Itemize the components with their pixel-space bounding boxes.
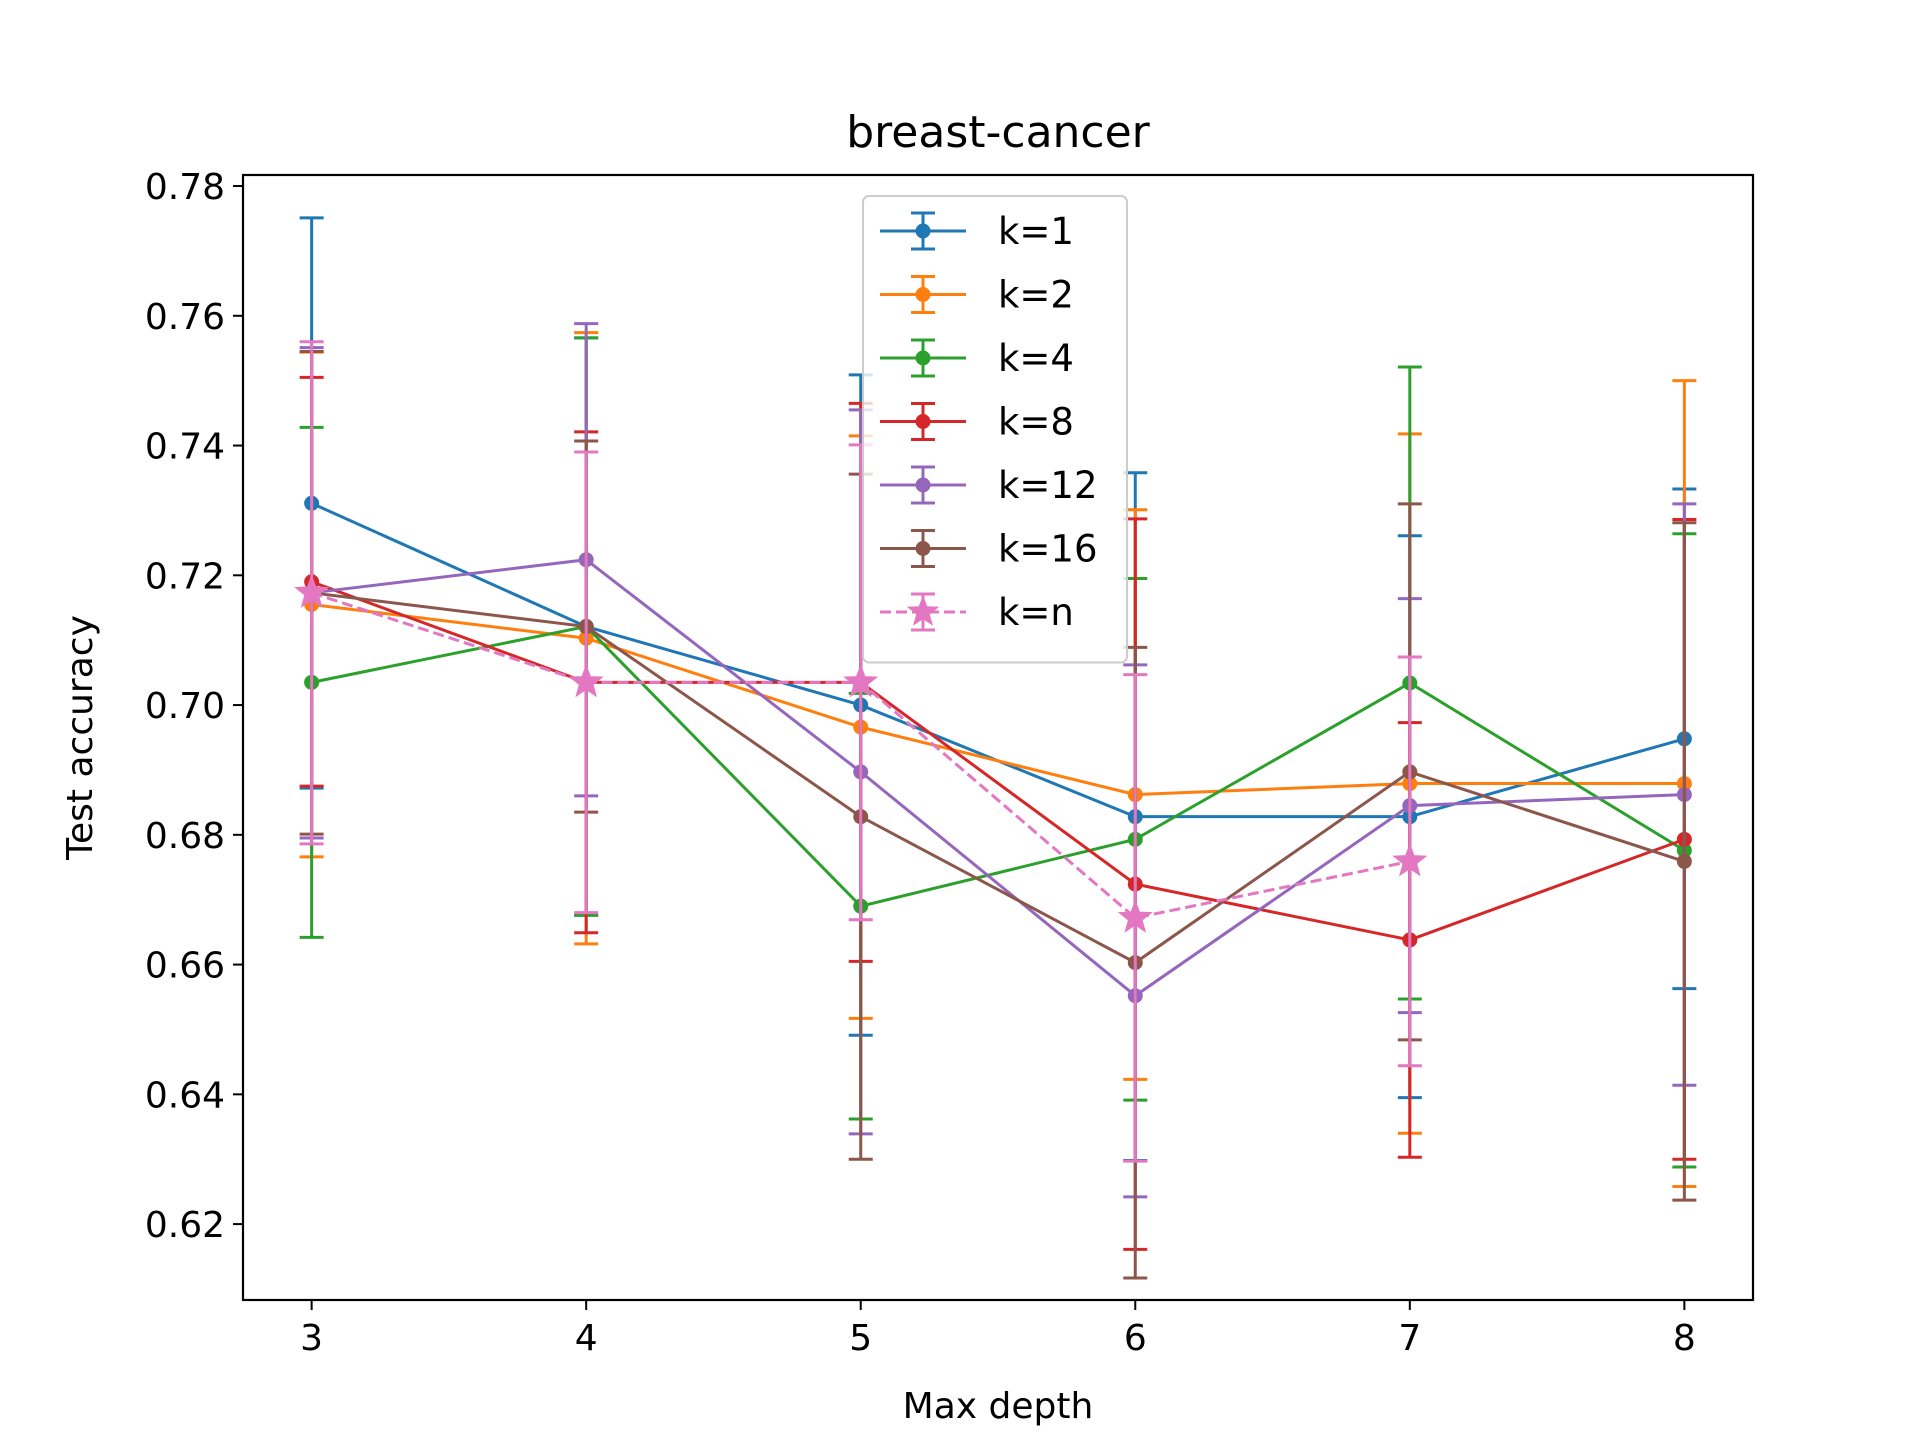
legend-label: k=2 [998, 274, 1074, 317]
series-line [311, 603, 1685, 797]
y-tick-label: 0.74 [145, 427, 225, 468]
legend-marker [915, 223, 931, 239]
data-point [843, 663, 879, 698]
x-tick-label: 6 [1124, 1318, 1147, 1359]
x-tick-label: 7 [1398, 1318, 1421, 1359]
legend-marker [915, 287, 931, 302]
chart-title: breast-cancer [846, 107, 1150, 158]
legend-marker [915, 477, 931, 493]
data-point [294, 574, 330, 608]
data-point [1117, 899, 1153, 933]
legend-item: k=4 [880, 337, 1074, 380]
legend-item: k=16 [880, 528, 1098, 571]
series-k=n [294, 340, 1428, 1163]
legend-label: k=12 [998, 464, 1098, 507]
x-tick-label: 4 [575, 1318, 598, 1359]
y-axis-label: Test accuracy [60, 615, 101, 861]
series-line [311, 580, 1685, 942]
y-tick-label: 0.72 [145, 556, 225, 597]
y-tick-label: 0.64 [145, 1075, 225, 1116]
series-line [311, 591, 1685, 965]
legend-item: k=12 [880, 464, 1098, 507]
legend-marker [906, 595, 940, 626]
legend-item: k=n [880, 591, 1074, 634]
axis-ticks: 3 4 5 6 7 8 0.62 0.64 0.66 0.68 0.70 0.72 0.74 0.76 0.… [145, 167, 1696, 1359]
legend-label: k=1 [998, 210, 1074, 253]
legend-label: k=16 [998, 528, 1098, 571]
x-axis-label: Max depth [903, 1386, 1094, 1427]
legend-marker [915, 541, 931, 556]
x-tick-label: 5 [849, 1318, 872, 1359]
legend-label: k=4 [998, 337, 1074, 380]
y-tick-label: 0.76 [145, 297, 225, 338]
plot-area [294, 216, 1697, 1280]
legend-marker [915, 350, 931, 366]
legend-item: k=1 [880, 210, 1074, 253]
series-line [311, 558, 1685, 998]
y-tick-label: 0.78 [145, 167, 225, 208]
legend-item: k=8 [880, 401, 1074, 444]
x-tick-label: 8 [1673, 1318, 1696, 1359]
y-tick-label: 0.68 [145, 816, 225, 857]
data-point [1392, 842, 1428, 877]
legend-label: k=n [998, 591, 1074, 634]
series-line [311, 624, 1686, 908]
y-tick-label: 0.66 [145, 946, 225, 987]
y-tick-label: 0.62 [145, 1205, 225, 1246]
legend-label: k=8 [998, 401, 1074, 444]
data-point [568, 663, 604, 698]
y-tick-label: 0.70 [145, 686, 225, 727]
x-tick-label: 3 [300, 1318, 323, 1359]
legend-marker [915, 414, 931, 429]
legend: k=1 k=2 k=4 k=8 k=12 k=16 k=n [862, 195, 1128, 664]
legend-item: k=2 [880, 274, 1074, 317]
data-point [1676, 853, 1692, 869]
legend-box [862, 195, 1128, 664]
axes-frame [241, 173, 1755, 1302]
